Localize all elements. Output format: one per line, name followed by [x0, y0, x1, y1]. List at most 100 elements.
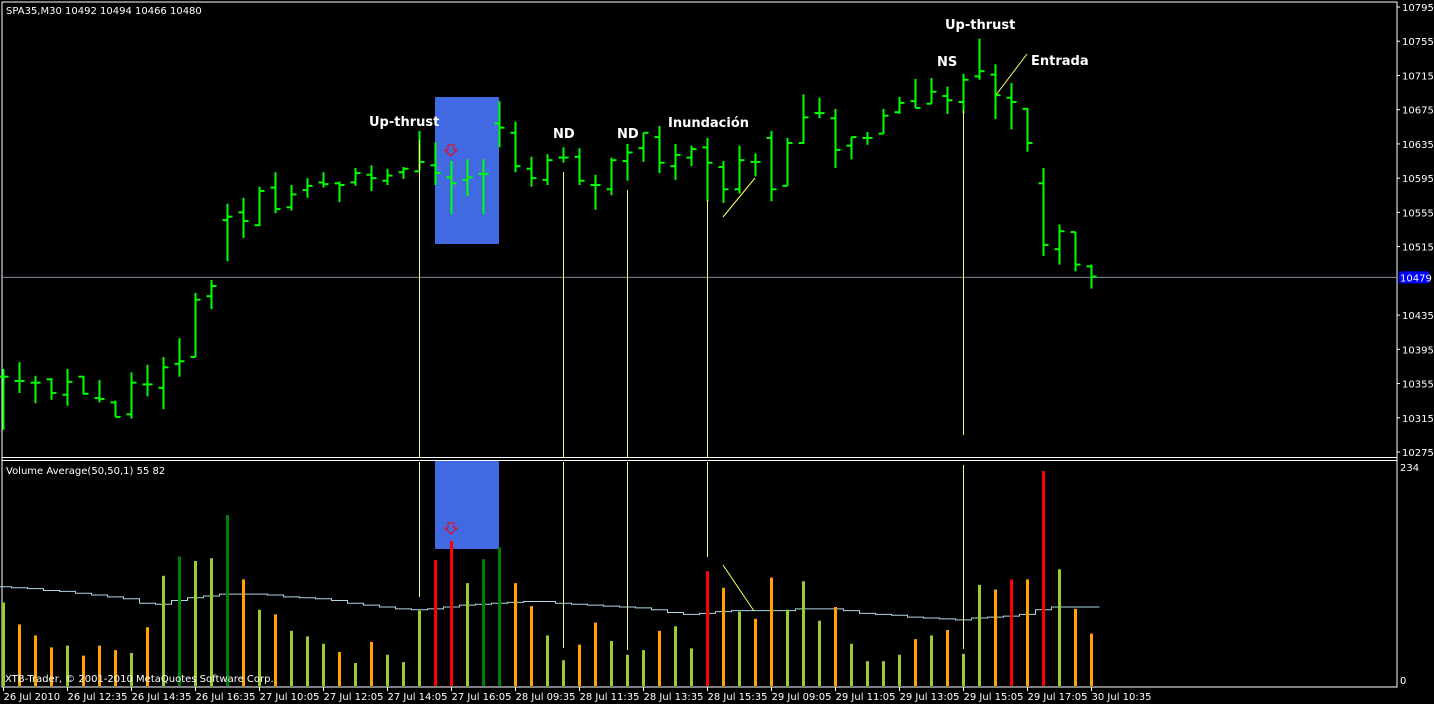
price-bar[interactable] — [478, 159, 489, 215]
trend-line-volume[interactable] — [722, 564, 755, 612]
marker-lines[interactable] — [419, 53, 1028, 650]
ohlc-readout: 10492 10494 10466 10480 — [65, 6, 202, 17]
price-bar[interactable] — [766, 131, 777, 202]
price-bar[interactable] — [158, 357, 169, 410]
annotation-inundacion[interactable]: Inundación — [668, 116, 749, 131]
price-bar[interactable] — [1054, 224, 1065, 265]
price-bars — [0, 38, 1097, 430]
copyright-label: XTB-Trader, © 2001-2010 MetaQuotes Softw… — [5, 674, 274, 685]
price-bar[interactable] — [878, 108, 889, 135]
price-tick-label: 10755 — [1402, 37, 1434, 48]
price-bar[interactable] — [830, 108, 841, 168]
price-bar[interactable] — [366, 165, 377, 191]
price-bar[interactable] — [590, 174, 601, 210]
price-bar[interactable] — [1038, 167, 1049, 257]
time-axis[interactable]: 26 Jul 2010 26 Jul 12:35 26 Jul 14:35 26 Ju… — [3, 687, 1152, 703]
price-bar[interactable] — [238, 197, 249, 239]
price-bar[interactable] — [814, 97, 825, 119]
price-bar[interactable] — [526, 156, 537, 187]
price-bar[interactable] — [638, 131, 649, 162]
time-tick-label: 29 Jul 09:05 — [772, 692, 832, 703]
price-bar[interactable] — [574, 148, 585, 185]
price-bar[interactable] — [222, 203, 233, 262]
time-tick-label: 30 Jul 10:35 — [1092, 692, 1152, 703]
price-bar[interactable] — [430, 142, 441, 185]
price-bar[interactable] — [926, 78, 937, 105]
price-bar[interactable] — [510, 121, 521, 173]
price-bar[interactable] — [734, 145, 745, 194]
annotation-upthrust-2[interactable]: Up-thrust — [945, 18, 1015, 33]
price-bar[interactable] — [894, 96, 905, 114]
price-axis[interactable]: 10795 10755 10715 10675 10635 10595 10555 10515… — [1397, 3, 1434, 459]
price-bar[interactable] — [686, 145, 697, 167]
price-bar[interactable] — [958, 73, 969, 114]
price-tick-label: 10435 — [1402, 311, 1434, 322]
price-bar[interactable] — [1086, 264, 1097, 289]
price-bar[interactable] — [942, 86, 953, 114]
price-bar[interactable] — [462, 159, 473, 197]
price-bar[interactable] — [782, 137, 793, 187]
price-bar[interactable] — [350, 167, 361, 186]
price-bar[interactable] — [94, 380, 105, 403]
annotation-nd-2[interactable]: ND — [617, 127, 639, 142]
price-bar[interactable] — [606, 157, 617, 196]
price-bar[interactable] — [142, 364, 153, 397]
price-bar[interactable] — [974, 38, 985, 80]
annotation-entrada[interactable]: Entrada — [1031, 54, 1089, 69]
trend-line-price[interactable] — [722, 177, 756, 218]
annotation-nd-1[interactable]: ND — [553, 127, 575, 142]
current-price-value: 10479 — [1400, 273, 1432, 284]
price-tick-label: 10795 — [1402, 3, 1434, 14]
price-bar[interactable] — [718, 161, 729, 203]
price-bar[interactable] — [446, 161, 457, 215]
time-tick-label: 28 Jul 13:35 — [644, 692, 704, 703]
price-bar[interactable] — [334, 181, 345, 203]
price-bar[interactable] — [654, 125, 665, 174]
time-tick-label: 29 Jul 15:05 — [964, 692, 1024, 703]
annotation-ns[interactable]: NS — [937, 55, 957, 70]
price-bar[interactable] — [1006, 83, 1017, 130]
price-bar[interactable] — [622, 143, 633, 181]
price-bar[interactable] — [398, 167, 409, 180]
price-bar[interactable] — [558, 147, 569, 163]
price-bar[interactable] — [702, 137, 713, 202]
highlight-box-volume[interactable] — [435, 461, 499, 549]
price-bar[interactable] — [0, 368, 9, 430]
price-bar[interactable] — [14, 362, 25, 393]
price-bar[interactable] — [1022, 107, 1033, 152]
price-bar[interactable] — [542, 154, 553, 185]
price-bar[interactable] — [78, 375, 89, 395]
price-bar[interactable] — [862, 131, 873, 145]
volume-axis[interactable]: 234 0 — [1400, 463, 1419, 687]
price-bar[interactable] — [254, 186, 265, 227]
price-bar[interactable] — [910, 78, 921, 109]
price-bar[interactable] — [126, 372, 137, 419]
price-bar[interactable] — [670, 143, 681, 180]
entrada-pointer-line[interactable] — [995, 53, 1028, 96]
price-bar[interactable] — [270, 172, 281, 214]
price-bar[interactable] — [1070, 231, 1081, 272]
price-bar[interactable] — [846, 136, 857, 160]
price-tick-label: 10715 — [1402, 71, 1434, 82]
price-bar[interactable] — [62, 368, 73, 406]
price-bar[interactable] — [382, 168, 393, 185]
price-bar[interactable] — [750, 153, 761, 177]
price-bar[interactable] — [190, 292, 201, 359]
price-bar[interactable] — [494, 101, 505, 148]
price-bar[interactable] — [318, 172, 329, 188]
price-bar[interactable] — [286, 185, 297, 211]
price-bar[interactable] — [206, 279, 217, 310]
price-bar[interactable] — [110, 400, 121, 418]
down-arrow-icon[interactable] — [443, 144, 459, 157]
annotation-upthrust-1[interactable]: Up-thrust — [369, 115, 439, 130]
price-tick-label: 10395 — [1402, 345, 1434, 356]
current-price-badge — [1399, 271, 1429, 284]
price-bar[interactable] — [30, 375, 41, 404]
price-bar[interactable] — [46, 378, 57, 400]
down-arrow-icon[interactable] — [443, 522, 459, 535]
price-bar[interactable] — [798, 94, 809, 145]
price-bar[interactable] — [174, 338, 185, 377]
price-bar[interactable] — [302, 178, 313, 198]
